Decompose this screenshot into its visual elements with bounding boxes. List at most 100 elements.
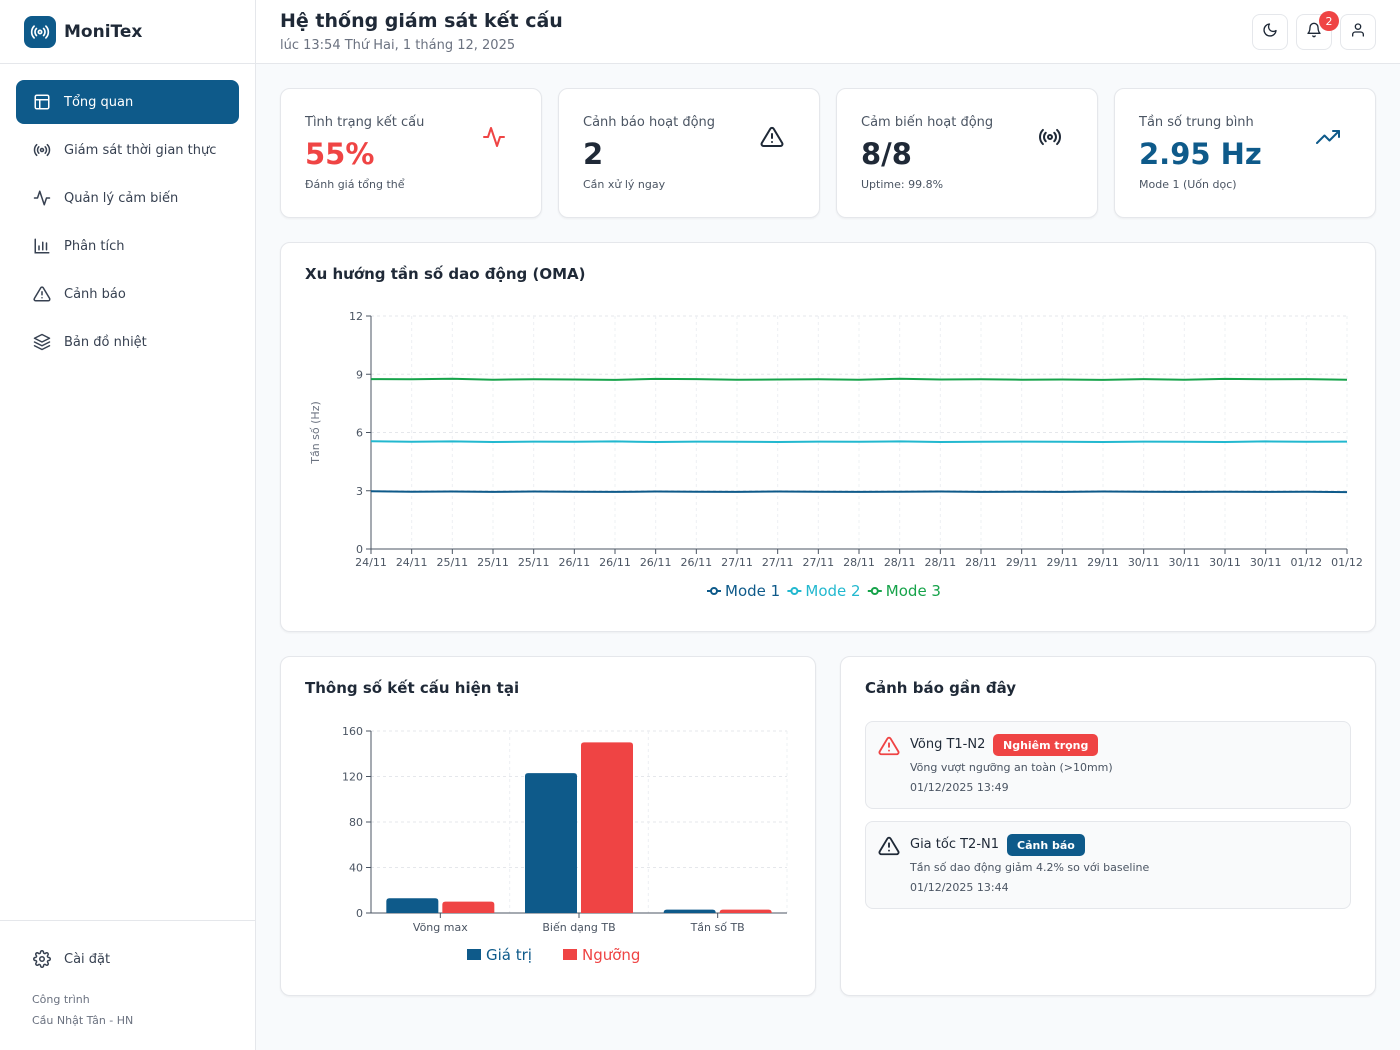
stat-sub: Mode 1 (Uốn dọc) (1139, 178, 1237, 191)
alert-title: Võng T1-N2 (910, 737, 986, 752)
x-tick-label: 30/11 (1250, 556, 1282, 569)
alert-item[interactable]: Gia tốc T2-N1 Cảnh báo Tần số dao động g… (865, 821, 1351, 909)
sidebar-item-heatmap[interactable]: Bản đồ nhiệt (16, 320, 239, 364)
trend-chart-title: Xu hướng tần số dao động (OMA) (305, 265, 586, 283)
bar-ngưỡng (442, 901, 495, 913)
settings-button[interactable]: Cài đặt (16, 937, 239, 981)
x-tick-label: 25/11 (436, 556, 468, 569)
sidebar-item-overview[interactable]: Tổng quan (16, 80, 239, 124)
project-label: Công trình (32, 993, 90, 1006)
alert-item[interactable]: Võng T1-N2 Nghiêm trọng Võng vượt ngưỡng… (865, 721, 1351, 809)
alert-time: 01/12/2025 13:49 (910, 781, 1009, 794)
stat-card-health: Tình trạng kết cấu 55% Đánh giá tổng thể (280, 88, 542, 218)
stat-sub: Uptime: 99.8% (861, 178, 944, 191)
legend-label: Mode 3 (886, 582, 941, 600)
legend-marker (710, 587, 718, 595)
y-tick-label: 160 (342, 725, 363, 738)
stat-sub: Cần xử lý ngay (583, 178, 666, 191)
y-tick-label: 0 (356, 907, 363, 920)
x-tick-label: 27/11 (802, 556, 834, 569)
stat-card-sensors: Cảm biến hoạt động 8/8 Uptime: 99.8% (836, 88, 1098, 218)
sidebar-nav: Tổng quan Giám sát thời gian thực Quản l… (0, 64, 255, 384)
page-datetime: lúc 13:54 Thứ Hai, 1 tháng 12, 2025 (280, 38, 516, 53)
x-tick-label: 26/11 (680, 556, 712, 569)
sidebar-item-alerts[interactable]: Cảnh báo (16, 272, 239, 316)
params-bar-chart: 0 40 80 120 160 Võng max Biến dạng TB Tần số TB… (342, 725, 788, 964)
app-name: MoniTex (64, 21, 143, 42)
params-chart-card: Thông số kết cấu hiện tại 0 40 80 120 160 Võn… (280, 656, 816, 996)
theme-toggle-button[interactable] (1252, 14, 1288, 50)
x-tick-label: 24/11 (396, 556, 428, 569)
x-tick-label: 28/11 (924, 556, 956, 569)
alert-triangle-icon (878, 835, 900, 857)
user-menu-button[interactable] (1340, 14, 1376, 50)
series-line-mode-2 (370, 440, 1348, 444)
alert-triangle-icon (878, 735, 900, 757)
x-tick-label: Tần số TB (690, 921, 745, 934)
y-tick-label: 12 (349, 310, 363, 323)
alert-description: Võng vượt ngưỡng an toàn (>10mm) (910, 761, 1113, 774)
bar-chart-icon (32, 236, 52, 256)
settings-label: Cài đặt (64, 951, 111, 967)
legend-swatch (563, 949, 577, 960)
bar-giá-trị (525, 773, 577, 913)
x-tick-label: 24/11 (355, 556, 387, 569)
series-line-mode-3 (370, 377, 1348, 381)
user-icon (1350, 22, 1366, 42)
sidebar-item-analysis[interactable]: Phân tích (16, 224, 239, 268)
x-tick-label: 26/11 (599, 556, 631, 569)
stat-value: 55% (305, 137, 375, 171)
legend-label: Giá trị (486, 946, 532, 964)
layers-icon (32, 332, 52, 352)
sidebar-item-realtime[interactable]: Giám sát thời gian thực (16, 128, 239, 172)
x-tick-label: 28/11 (843, 556, 875, 569)
sidebar-item-label: Bản đồ nhiệt (64, 334, 147, 350)
sidebar-item-label: Cảnh báo (64, 286, 126, 302)
x-tick-label: 28/11 (965, 556, 997, 569)
stat-value: 2 (583, 137, 604, 171)
notification-count-badge: 2 (1319, 11, 1339, 31)
recent-alerts-title: Cảnh báo gần đây (865, 679, 1017, 697)
y-axis-label: Tần số (Hz) (309, 401, 322, 465)
x-tick-label: 29/11 (1087, 556, 1119, 569)
stat-card-alerts: Cảnh báo hoạt động 2 Cần xử lý ngay (558, 88, 820, 218)
sidebar-footer: Cài đặt Công trình Cầu Nhật Tân - HN (0, 920, 255, 1050)
y-tick-label: 0 (356, 543, 363, 556)
alert-description: Tần số dao động giảm 4.2% so với baselin… (910, 861, 1150, 874)
legend-marker (790, 587, 799, 595)
bar-giá-trị (663, 909, 716, 913)
alert-time: 01/12/2025 13:44 (910, 881, 1009, 894)
x-tick-label: 27/11 (721, 556, 753, 569)
x-tick-label: 29/11 (1046, 556, 1078, 569)
trend-line-chart: 0 3 6 9 12 24/11 24/11 25/11 25/11 25/11 26/11 26/1… (309, 310, 1363, 600)
stat-sub: Đánh giá tổng thể (305, 178, 405, 191)
alert-triangle-icon (32, 284, 52, 304)
page-title: Hệ thống giám sát kết cấu (280, 10, 563, 32)
sidebar-item-label: Quản lý cảm biến (64, 190, 179, 206)
legend-label: Ngưỡng (582, 946, 640, 964)
top-header: Hệ thống giám sát kết cấu lúc 13:54 Thứ … (256, 0, 1400, 64)
activity-icon (481, 124, 507, 150)
moon-icon (1262, 22, 1278, 42)
bar-giá-trị (386, 898, 439, 913)
bar-ngưỡng (581, 742, 633, 913)
legend-marker (870, 587, 879, 595)
stat-label: Tần số trung bình (1139, 115, 1254, 130)
notifications-button[interactable]: 2 (1296, 11, 1339, 50)
sidebar-item-sensors[interactable]: Quản lý cảm biến (16, 176, 239, 220)
layout-icon (32, 92, 52, 112)
stat-label: Tình trạng kết cấu (305, 115, 425, 130)
x-tick-label: 27/11 (762, 556, 794, 569)
x-tick-label: 28/11 (884, 556, 916, 569)
alert-title: Gia tốc T2-N1 (910, 837, 1000, 852)
x-tick-label: Biến dạng TB (542, 921, 615, 934)
sidebar: MoniTex Tổng quan Giám sát thời gian thự… (0, 0, 256, 1050)
stat-label: Cảm biến hoạt động (861, 115, 994, 130)
x-tick-label: 25/11 (518, 556, 550, 569)
params-chart-title: Thông số kết cấu hiện tại (305, 679, 520, 697)
trending-up-icon (1315, 124, 1341, 150)
stat-label: Cảnh báo hoạt động (583, 115, 716, 130)
brand: MoniTex (0, 0, 255, 64)
broadcast-icon (32, 140, 52, 160)
stat-value: 2.95 Hz (1139, 137, 1262, 171)
